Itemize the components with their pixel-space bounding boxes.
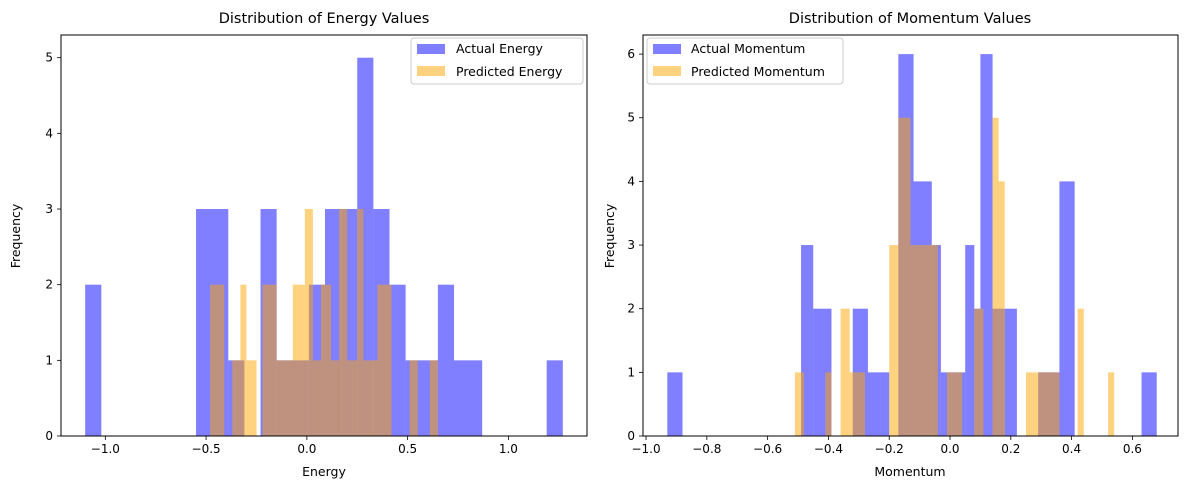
momentum-predicted-bar xyxy=(898,117,911,436)
momentum-ytick-label: 4 xyxy=(627,174,635,188)
energy-histogram-bars xyxy=(85,57,563,436)
momentum-legend-label-predicted: Predicted Momentum xyxy=(691,64,825,79)
momentum-histogram-frame xyxy=(642,34,1179,437)
momentum-ytick-label: 1 xyxy=(627,365,635,379)
momentum-predicted-bar xyxy=(840,308,850,436)
energy-predicted-bar xyxy=(377,284,392,436)
momentum-predicted-bar xyxy=(794,372,805,436)
momentum-predicted-bar xyxy=(1077,308,1084,436)
energy-ytick-label: 3 xyxy=(45,202,53,216)
energy-ytick-label: 5 xyxy=(45,51,53,65)
energy-actual-bar xyxy=(453,360,483,436)
momentum-histogram-panel: −1.0 −0.8 −0.6 −0.4 −0.2 0.0 0.2 0.4 0.60123456 … xyxy=(602,11,1179,479)
momentum-xtick-label: 0.2 xyxy=(1001,442,1020,456)
energy-predicted-bar xyxy=(339,209,348,436)
energy-predicted-bar xyxy=(331,360,340,436)
energy-actual-bar xyxy=(389,284,406,436)
energy-histogram-panel: −1.0 −0.5 0.0 0.5 1.0 0 1 2 3 4 5 Distribution of … xyxy=(8,11,588,479)
energy-histogram-legend: Actual Energy Predicted Energy xyxy=(410,37,584,85)
momentum-histogram-ylabel: Frequency xyxy=(602,203,617,268)
momentum-xtick-label: −1.0 xyxy=(631,442,660,456)
momentum-actual-bar xyxy=(965,245,975,436)
momentum-predicted-bar xyxy=(825,372,832,436)
energy-actual-bar xyxy=(546,360,563,436)
energy-histogram-ticks: −1.0 −0.5 0.0 0.5 1.0 0 1 2 3 4 5 xyxy=(45,51,518,456)
momentum-legend-swatch-actual xyxy=(653,44,681,54)
energy-ytick-label: 4 xyxy=(45,126,53,140)
energy-xtick-label: −1.0 xyxy=(91,442,120,456)
energy-predicted-bar xyxy=(304,209,313,436)
momentum-predicted-bar xyxy=(992,117,999,436)
momentum-actual-bar xyxy=(1004,308,1017,436)
momentum-xtick-label: −0.4 xyxy=(814,442,843,456)
energy-actual-bar xyxy=(437,284,454,436)
energy-predicted-bar xyxy=(276,360,293,436)
energy-legend-box xyxy=(410,37,584,85)
momentum-ytick-label: 6 xyxy=(627,47,635,61)
energy-legend-swatch-predicted xyxy=(417,66,445,76)
energy-legend-label-predicted: Predicted Energy xyxy=(456,64,563,79)
momentum-predicted-bar xyxy=(910,245,938,436)
energy-predicted-bar xyxy=(357,209,364,436)
momentum-ytick-label: 0 xyxy=(627,429,635,443)
energy-predicted-bar xyxy=(312,360,321,436)
energy-legend-swatch-actual xyxy=(417,44,445,54)
momentum-predicted-bar xyxy=(998,181,1005,436)
momentum-histogram-xlabel: Momentum xyxy=(874,464,945,479)
momentum-predicted-bar xyxy=(849,372,865,436)
energy-predicted-bar xyxy=(292,284,305,436)
energy-ytick-label: 0 xyxy=(45,429,53,443)
energy-xtick-label: 0.5 xyxy=(398,442,417,456)
energy-predicted-bar xyxy=(246,360,257,436)
energy-histogram-ylabel: Frequency xyxy=(8,203,23,268)
energy-predicted-bar xyxy=(232,360,241,436)
energy-legend-label-actual: Actual Energy xyxy=(456,41,543,56)
momentum-actual-bar xyxy=(1141,372,1157,436)
energy-predicted-bar xyxy=(320,284,332,436)
momentum-predicted-bar xyxy=(1038,372,1060,436)
momentum-ytick-label: 2 xyxy=(627,302,635,316)
momentum-histogram-ticks: −1.0 −0.8 −0.6 −0.4 −0.2 0.0 0.2 0.4 0.6 0 1 2 3 4 5 6 xyxy=(627,47,1142,456)
energy-predicted-bar xyxy=(210,284,225,436)
momentum-xtick-label: −0.8 xyxy=(692,442,721,456)
energy-predicted-bar xyxy=(429,360,438,436)
momentum-xtick-label: −0.6 xyxy=(753,442,782,456)
momentum-actual-bar xyxy=(667,372,683,436)
energy-xtick-label: 0.0 xyxy=(297,442,316,456)
momentum-actual-bar xyxy=(867,372,881,436)
momentum-xtick-label: 0.4 xyxy=(1062,442,1081,456)
momentum-predicted-bar xyxy=(974,308,984,436)
energy-predicted-bar xyxy=(240,284,247,436)
momentum-xtick-label: 0.6 xyxy=(1123,442,1142,456)
momentum-legend-label-actual: Actual Momentum xyxy=(691,41,805,56)
momentum-predicted-bar xyxy=(946,372,963,436)
energy-actual-bar xyxy=(85,284,102,436)
momentum-actual-bar xyxy=(1059,181,1075,436)
energy-xtick-label: 1.0 xyxy=(499,442,518,456)
momentum-predicted-bar xyxy=(1108,372,1115,436)
momentum-legend-swatch-predicted xyxy=(653,66,681,76)
energy-histogram-xlabel: Energy xyxy=(302,464,346,479)
momentum-xtick-label: −0.2 xyxy=(875,442,904,456)
momentum-ytick-label: 5 xyxy=(627,111,635,125)
momentum-predicted-bar xyxy=(1026,372,1039,436)
momentum-histogram-legend: Actual Momentum Predicted Momentum xyxy=(646,37,844,85)
energy-ytick-label: 2 xyxy=(45,278,53,292)
momentum-histogram-bars xyxy=(667,54,1157,436)
momentum-histogram-title: Distribution of Momentum Values xyxy=(789,11,1031,27)
energy-histogram-title: Distribution of Energy Values xyxy=(219,11,430,27)
momentum-actual-bar xyxy=(880,372,890,436)
energy-xtick-label: −0.5 xyxy=(192,442,221,456)
momentum-predicted-bar xyxy=(889,245,899,436)
momentum-ytick-label: 3 xyxy=(627,238,635,252)
energy-predicted-bar xyxy=(363,360,378,436)
momentum-xtick-label: 0.0 xyxy=(940,442,959,456)
energy-histogram-frame xyxy=(60,34,588,437)
momentum-legend-box xyxy=(646,37,844,85)
energy-ytick-label: 1 xyxy=(45,353,53,367)
energy-predicted-bar xyxy=(347,360,358,436)
energy-predicted-bar xyxy=(262,284,277,436)
energy-predicted-bar xyxy=(409,360,418,436)
